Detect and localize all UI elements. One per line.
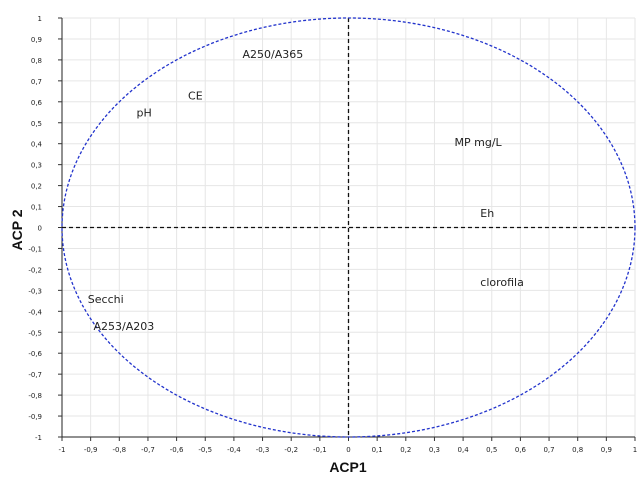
y-tick-label: 0,6	[31, 99, 43, 107]
y-tick-label: 0,2	[31, 183, 42, 191]
y-tick-label: 0,8	[31, 57, 42, 65]
x-axis-title: ACP1	[329, 459, 367, 475]
y-tick-label: 0,5	[31, 120, 42, 128]
y-tick-label: 0,3	[31, 162, 42, 170]
x-tick-label: -0,7	[141, 446, 155, 454]
y-tick-label: -0,5	[28, 329, 42, 337]
x-tick-label: 0,1	[372, 446, 383, 454]
x-tick-label: 0,4	[458, 446, 470, 454]
variable-label: CE	[188, 90, 203, 103]
y-tick-label: -0,4	[28, 308, 42, 316]
y-tick-label: 0	[38, 225, 42, 233]
y-tick-label: -0,9	[28, 413, 42, 421]
x-tick-label: -0,1	[313, 446, 327, 454]
y-tick-label: -0,2	[28, 266, 42, 274]
y-tick-label: -0,3	[28, 287, 42, 295]
y-tick-label: 0,7	[31, 78, 42, 86]
x-tick-label: -0,9	[84, 446, 98, 454]
x-tick-label: -0,2	[284, 446, 298, 454]
y-tick-label: -0,1	[28, 245, 42, 253]
x-tick-label: 0,2	[400, 446, 411, 454]
x-tick-label: 0,8	[572, 446, 583, 454]
y-tick-label: -0,6	[28, 350, 42, 358]
unit-circle	[61, 17, 636, 438]
y-tick-label: -1	[35, 434, 42, 442]
x-tick-label: 0	[346, 446, 350, 454]
tick-labels: -1 -0,9 -0,8 -0,7 -0,6 -0,5 -0,4 -0,3 -0,2 -0,1 0 0…	[28, 15, 637, 454]
y-tick-label: 1	[38, 15, 42, 23]
variable-label: pH	[136, 106, 151, 119]
variable-label: A253/A203	[94, 320, 155, 333]
x-tick-label: -0,3	[256, 446, 270, 454]
x-tick-label: -0,5	[198, 446, 212, 454]
x-tick-label: 1	[633, 446, 637, 454]
variable-label: MP mg/L	[455, 136, 503, 149]
variable-label: A250/A365	[242, 48, 303, 61]
y-tick-label: -0,8	[28, 392, 42, 400]
x-tick-label: -0,4	[227, 446, 241, 454]
x-tick-label: 0,5	[486, 446, 497, 454]
variable-label: Secchi	[88, 293, 124, 306]
y-tick-label: 0,1	[31, 204, 42, 212]
variable-labels: A250/A365 CE pH MP mg/L Eh clorofila Secchi A25…	[88, 48, 524, 333]
y-axis-title: ACP 2	[9, 209, 25, 250]
x-tick-label: 0,9	[601, 446, 612, 454]
y-tick-label: 0,4	[31, 141, 43, 149]
variable-label: clorofila	[480, 276, 524, 289]
zero-axes	[62, 18, 635, 437]
y-tick-label: 0,9	[31, 36, 42, 44]
x-tick-label: 0,3	[429, 446, 440, 454]
y-tick-label: -0,7	[28, 371, 42, 379]
x-tick-label: -1	[59, 446, 66, 454]
x-tick-label: -0,8	[112, 446, 126, 454]
variable-label: Eh	[480, 207, 494, 220]
x-tick-label: 0,6	[515, 446, 527, 454]
correlation-circle	[61, 17, 636, 438]
x-tick-label: -0,6	[170, 446, 184, 454]
x-tick-label: 0,7	[543, 446, 554, 454]
